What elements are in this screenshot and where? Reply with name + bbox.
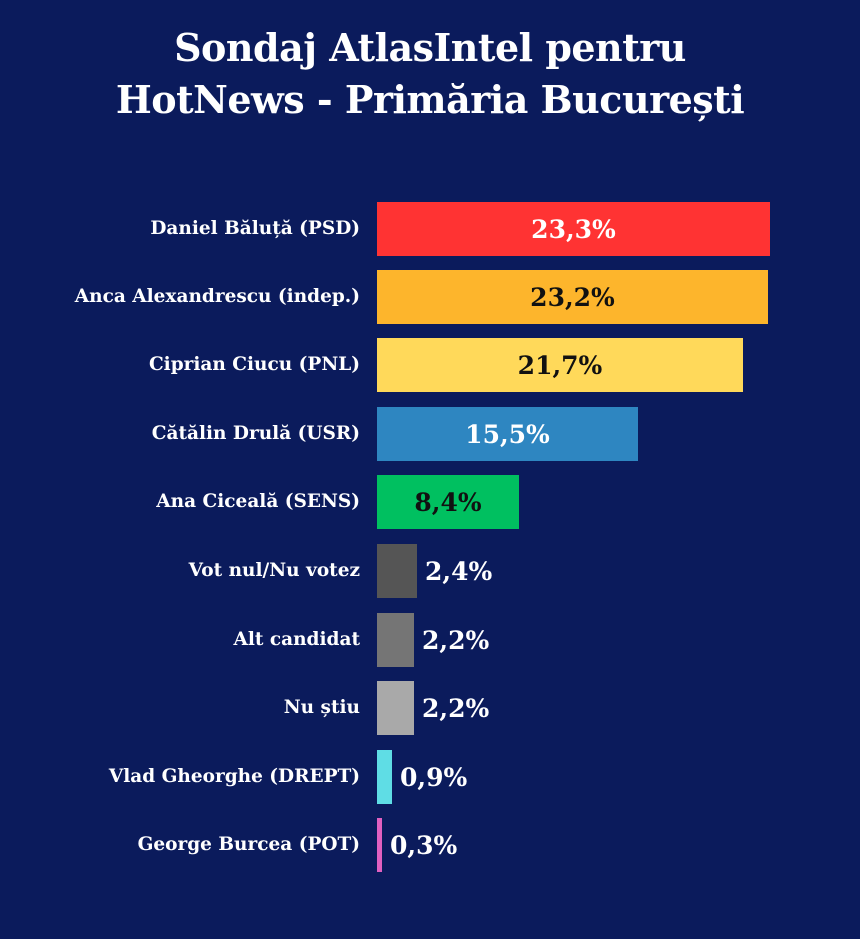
bar-value: 2,2% bbox=[422, 694, 490, 723]
title-line-2: HotNews - Primăria București bbox=[115, 77, 745, 122]
bar-label: Daniel Băluță (PSD) bbox=[150, 218, 360, 239]
bar bbox=[377, 202, 770, 256]
bar bbox=[377, 818, 382, 872]
bar-label: Cătălin Drulă (USR) bbox=[151, 423, 360, 444]
bar-value: 2,4% bbox=[425, 557, 493, 586]
bar-label: Nu știu bbox=[283, 697, 360, 718]
bar-value: 0,3% bbox=[390, 831, 458, 860]
bar-label: Ciprian Ciucu (PNL) bbox=[148, 354, 360, 375]
bar-row: Nu știu 2,2% bbox=[0, 681, 860, 735]
bar-row: Cătălin Drulă (USR) 15,5% bbox=[0, 407, 860, 461]
bar-value: 15,5% bbox=[465, 420, 550, 449]
bar-label: George Burcea (POT) bbox=[137, 834, 360, 855]
bar-label: Ana Ciceală (SENS) bbox=[156, 491, 360, 512]
bar-value: 21,7% bbox=[517, 351, 603, 380]
bar-row: Alt candidat 2,2% bbox=[0, 613, 860, 667]
bar-row: Anca Alexandrescu (indep.) 23,2% bbox=[0, 270, 860, 324]
bar-value: 23,3% bbox=[531, 215, 616, 244]
bar-label: Alt candidat bbox=[233, 629, 360, 650]
bar-value: 2,2% bbox=[422, 626, 490, 655]
bar bbox=[377, 544, 417, 598]
bar bbox=[377, 681, 414, 735]
bar-label: Vlad Gheorghe (DREPT) bbox=[108, 766, 360, 787]
bar bbox=[377, 270, 768, 324]
bar-row: Ana Ciceală (SENS) 8,4% bbox=[0, 475, 860, 529]
bar-row: George Burcea (POT) 0,3% bbox=[0, 818, 860, 872]
chart-title: Sondaj AtlasIntel pentru HotNews - Primă… bbox=[0, 22, 860, 126]
bar bbox=[377, 750, 392, 804]
bar bbox=[377, 475, 519, 529]
bar-row: Vot nul/Nu votez 2,4% bbox=[0, 544, 860, 598]
bar-row: Ciprian Ciucu (PNL) 21,7% bbox=[0, 338, 860, 392]
bar-row: Daniel Băluță (PSD) 23,3% bbox=[0, 202, 860, 256]
bar-row: Vlad Gheorghe (DREPT) 0,9% bbox=[0, 750, 860, 804]
bar bbox=[377, 613, 414, 667]
bar bbox=[377, 338, 743, 392]
bar-label: Vot nul/Nu votez bbox=[188, 560, 360, 581]
bar-value: 8,4% bbox=[414, 488, 482, 517]
bar-label: Anca Alexandrescu (indep.) bbox=[74, 286, 360, 307]
title-line-1: Sondaj AtlasIntel pentru bbox=[174, 25, 686, 70]
bar-value: 23,2% bbox=[530, 283, 615, 312]
bar bbox=[377, 407, 638, 461]
bar-value: 0,9% bbox=[400, 763, 468, 792]
